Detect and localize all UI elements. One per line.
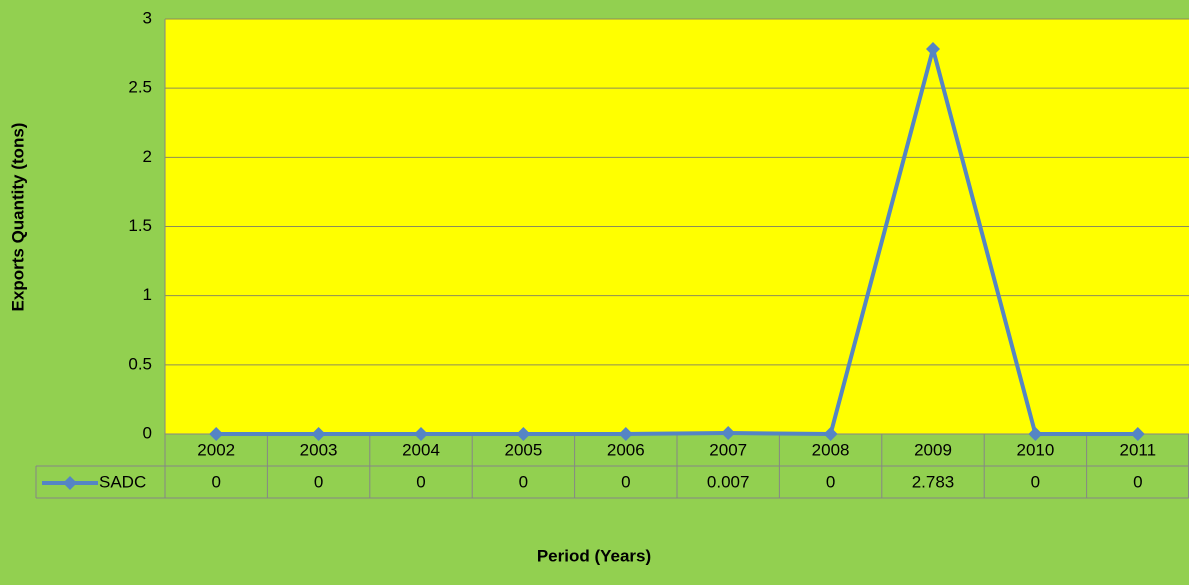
y-tick-label: 1 [143, 285, 152, 304]
x-tick-label: 2002 [197, 440, 235, 459]
y-tick-label: 1.5 [128, 216, 152, 235]
marker [721, 426, 736, 441]
y-tick-label: 2.5 [128, 78, 152, 97]
x-tick-label: 2011 [1120, 440, 1157, 459]
marker [618, 427, 633, 441]
x-tick-label: 2003 [300, 440, 338, 459]
table-value: 0 [519, 472, 528, 491]
marker [516, 427, 531, 441]
x-tick-label: 2005 [504, 440, 542, 459]
marker [1130, 427, 1145, 441]
table-value: 0 [1031, 472, 1040, 491]
x-axis-title: Period (Years) [537, 546, 651, 565]
x-tick-label: 2008 [812, 440, 850, 459]
marker [209, 427, 224, 441]
x-tick-label: 2010 [1016, 440, 1054, 459]
series-line [216, 47, 1138, 436]
x-tick-label: 2006 [607, 440, 645, 459]
table-value: 0.007 [707, 472, 750, 491]
y-tick-label: 2 [143, 147, 152, 166]
x-tick-label: 2004 [402, 440, 440, 459]
table-value: 0 [826, 472, 835, 491]
table-value: 0 [621, 472, 630, 491]
marker [414, 427, 428, 441]
table-value: 0 [314, 472, 323, 491]
marker [311, 427, 326, 441]
y-tick-label: 0 [143, 423, 152, 442]
marker [1028, 427, 1043, 441]
x-tick-label: 2009 [914, 440, 952, 459]
legend-marker [63, 476, 77, 490]
y-tick-label: 0.5 [128, 354, 152, 373]
y-tick-label: 3 [143, 8, 152, 27]
table-value: 2.783 [912, 472, 955, 491]
y-axis-title: Exports Quantity (tons) [8, 123, 27, 312]
x-tick-label: 2007 [709, 440, 747, 459]
table-value: 0 [211, 472, 220, 491]
marker [823, 427, 838, 441]
table-value: 0 [416, 472, 425, 491]
legend-label: SADC [99, 472, 146, 491]
table-value: 0 [1133, 472, 1142, 491]
marker [926, 42, 940, 57]
